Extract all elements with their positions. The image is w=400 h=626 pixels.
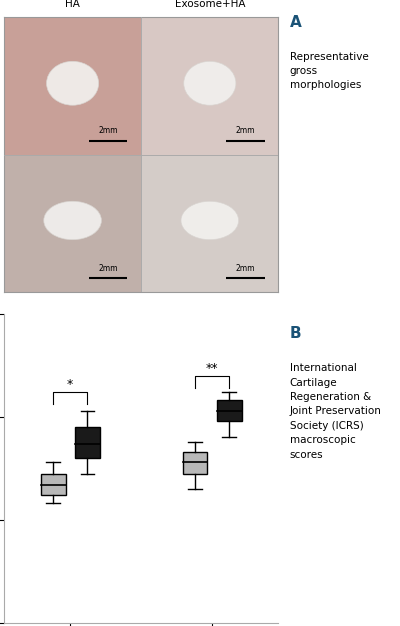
Ellipse shape — [181, 202, 239, 240]
Text: 2mm: 2mm — [236, 126, 255, 135]
Ellipse shape — [46, 61, 99, 105]
Text: Exosome+HA: Exosome+HA — [174, 0, 245, 9]
Bar — [141, 18, 278, 155]
Text: 2mm: 2mm — [98, 126, 118, 135]
Ellipse shape — [184, 61, 236, 105]
Text: 2mm: 2mm — [98, 264, 118, 273]
Bar — [75, 427, 100, 458]
Bar — [4, 155, 141, 292]
Text: **: ** — [206, 362, 218, 374]
Bar — [4, 18, 141, 155]
Text: HA: HA — [65, 0, 80, 9]
Text: International
Cartilage
Regeneration &
Joint Preservation
Society (ICRS)
macrosc: International Cartilage Regeneration & J… — [290, 363, 382, 459]
Text: B: B — [290, 326, 302, 341]
Bar — [217, 400, 242, 421]
Text: *: * — [67, 378, 73, 391]
Text: 2mm: 2mm — [236, 264, 255, 273]
Bar — [183, 452, 208, 475]
Ellipse shape — [44, 202, 102, 240]
Text: A: A — [290, 15, 302, 30]
Text: Representative
gross
morphologies: Representative gross morphologies — [290, 51, 368, 90]
Bar — [41, 475, 66, 495]
Bar — [141, 155, 278, 292]
